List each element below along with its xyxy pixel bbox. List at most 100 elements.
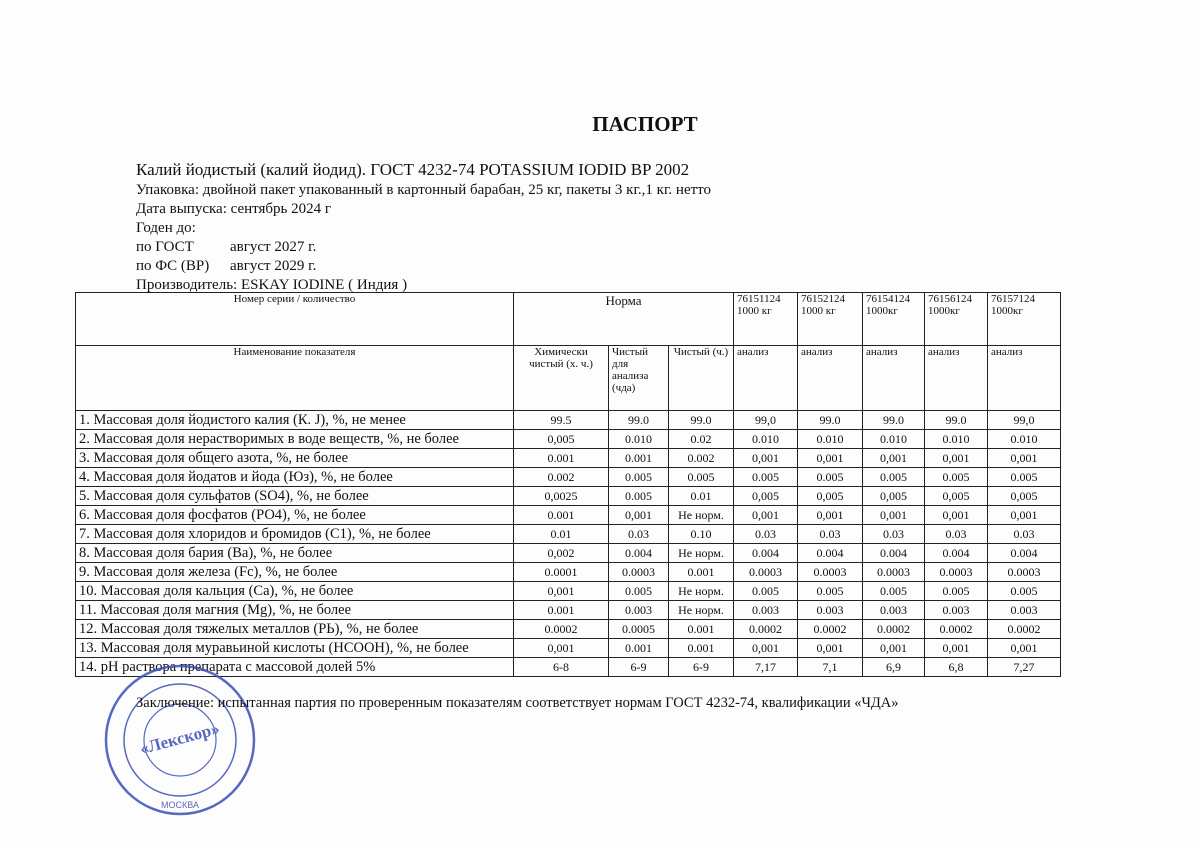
value-cell: 0.005 [924, 581, 988, 601]
value-cell: 0,001 [987, 505, 1061, 525]
value-cell: 0.003 [608, 600, 669, 620]
value-cell: 0.010 [608, 429, 669, 449]
batch-1: 76152124 1000 кг [797, 292, 863, 346]
value-cell: 0.010 [924, 429, 988, 449]
value-cell: 99.5 [513, 410, 609, 430]
value-cell: 0.004 [608, 543, 669, 563]
value-cell: 0.001 [668, 562, 734, 582]
value-cell: 0.005 [987, 581, 1061, 601]
indicator-name: 8. Массовая доля бария (Ва), %, не более [75, 543, 514, 563]
gost-label: по ГОСТ [136, 239, 194, 255]
value-cell: 0.0003 [733, 562, 798, 582]
batch-number: 76152124 [801, 293, 845, 305]
value-cell: 0.001 [668, 619, 734, 639]
value-cell: 0,001 [862, 448, 925, 468]
value-cell: 0,002 [513, 543, 609, 563]
grade-xch: Химически чистый (х. ч.) [513, 345, 609, 411]
value-cell: 0.0002 [513, 619, 609, 639]
batch-qty: 1000кг [991, 305, 1023, 317]
table-row: 2. Массовая доля нерастворимых в воде ве… [75, 429, 1061, 449]
indicator-name: 5. Массовая доля сульфатов (SO4), %, не … [75, 486, 514, 506]
value-cell: 0.005 [608, 486, 669, 506]
value-cell: 0.02 [668, 429, 734, 449]
table-row: 14. рН раствора препарата с массовой дол… [75, 657, 1061, 677]
value-cell: 0.03 [733, 524, 798, 544]
indicator-name: 2. Массовая доля нерастворимых в воде ве… [75, 429, 514, 449]
manufacturer: Производитель: ESKAY IODINE ( Индия ) [136, 277, 408, 293]
value-cell: 0.03 [797, 524, 863, 544]
document-title: ПАСПОРТ [592, 112, 698, 136]
value-cell: 0.005 [862, 467, 925, 487]
value-cell: 0,001 [924, 448, 988, 468]
analysis-header: анализ [987, 345, 1061, 411]
fs-label: по ФС (ВР) [136, 258, 210, 274]
value-cell: 99,0 [733, 410, 798, 430]
batch-qty: 1000 кг [801, 305, 836, 317]
value-cell: Не норм. [668, 600, 734, 620]
value-cell: 0,001 [733, 505, 798, 525]
indicator-name: 13. Массовая доля муравьиной кислоты (НС… [75, 638, 514, 658]
value-cell: 0,001 [733, 448, 798, 468]
value-cell: Не норм. [668, 581, 734, 601]
value-cell: 0.005 [733, 467, 798, 487]
svg-text:«Лекскор»: «Лекскор» [138, 719, 222, 758]
indicator-name: 9. Массовая доля железа (Fc), %, не боле… [75, 562, 514, 582]
value-cell: Не норм. [668, 505, 734, 525]
value-cell: 0,001 [924, 638, 988, 658]
value-cell: 0.03 [862, 524, 925, 544]
value-cell: 0.03 [924, 524, 988, 544]
value-cell: 0.0003 [608, 562, 669, 582]
value-cell: 0.004 [862, 543, 925, 563]
value-cell: 0.0001 [513, 562, 609, 582]
fs-date: август 2029 г. [230, 258, 317, 274]
value-cell: 0.005 [797, 467, 863, 487]
batch-0: 76151124 1000 кг [733, 292, 798, 346]
table-row: 6. Массовая доля фосфатов (РО4), %, не б… [75, 505, 1061, 525]
table-row: 1. Массовая доля йодистого калия (К. J),… [75, 410, 1061, 430]
batch-qty: 1000кг [928, 305, 960, 317]
table-row: 8. Массовая доля бария (Ва), %, не более… [75, 543, 1061, 563]
value-cell: 0,001 [797, 505, 863, 525]
company-stamp: «Лекскор» МОСКВА [104, 664, 256, 816]
analysis-header: анализ [797, 345, 863, 411]
table-row: 9. Массовая доля железа (Fc), %, не боле… [75, 562, 1061, 582]
analysis-header: анализ [924, 345, 988, 411]
value-cell: 0.01 [513, 524, 609, 544]
norm-header: Норма [513, 292, 734, 346]
value-cell: 6,9 [862, 657, 925, 677]
value-cell: 0.0002 [924, 619, 988, 639]
valid-until-label: Годен до: [136, 220, 196, 236]
indicator-name: 10. Массовая доля кальция (Са), %, не бо… [75, 581, 514, 601]
value-cell: 0.0005 [608, 619, 669, 639]
value-cell: 6,8 [924, 657, 988, 677]
table-row: 3. Массовая доля общего азота, %, не бол… [75, 448, 1061, 468]
quality-table: Номер серии / количество Норма 76151124 1… [75, 292, 1061, 677]
value-cell: 6-8 [513, 657, 609, 677]
batch-number: 76157124 [991, 293, 1035, 305]
value-cell: 0.004 [733, 543, 798, 563]
value-cell: 0.001 [608, 638, 669, 658]
value-cell: 0,005 [862, 486, 925, 506]
value-cell: 99.0 [608, 410, 669, 430]
value-cell: 0.002 [513, 467, 609, 487]
value-cell: 0,005 [924, 486, 988, 506]
table-row: 10. Массовая доля кальция (Са), %, не бо… [75, 581, 1061, 601]
value-cell: 0.005 [924, 467, 988, 487]
indicator-name: 4. Массовая доля йодатов и йода (Юз), %,… [75, 467, 514, 487]
value-cell: 0.10 [668, 524, 734, 544]
value-cell: 0.003 [733, 600, 798, 620]
analysis-header: анализ [862, 345, 925, 411]
value-cell: 0.010 [987, 429, 1061, 449]
value-cell: 0.005 [608, 581, 669, 601]
series-header: Номер серии / количество [75, 292, 514, 346]
release-date: Дата выпуска: сентябрь 2024 г [136, 201, 332, 217]
svg-text:МОСКВА: МОСКВА [161, 800, 199, 810]
value-cell: 0,001 [862, 638, 925, 658]
indicator-name: 1. Массовая доля йодистого калия (К. J),… [75, 410, 514, 430]
batch-qty: 1000кг [866, 305, 898, 317]
value-cell: 0.002 [668, 448, 734, 468]
value-cell: 0.010 [862, 429, 925, 449]
indicator-name: 6. Массовая доля фосфатов (РО4), %, не б… [75, 505, 514, 525]
value-cell: 6-9 [608, 657, 669, 677]
